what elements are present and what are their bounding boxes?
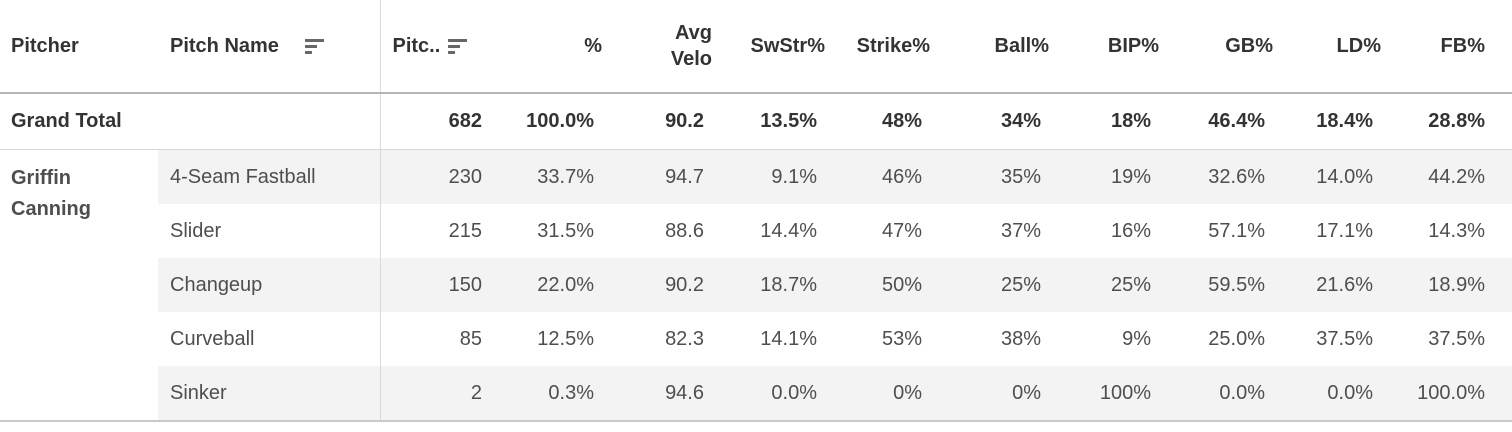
grand-total-strike-pct: 48%: [825, 93, 930, 150]
cell-bip-pct: 25%: [1049, 258, 1159, 312]
column-header-pitch-name-label: Pitch Name: [170, 34, 279, 57]
grand-total-bip-pct: 18%: [1049, 93, 1159, 150]
table-row: Griffin Canning 4-Seam Fastball 230 33.7…: [0, 149, 1512, 422]
cell-pitches: 85: [379, 312, 490, 366]
cell-gb-pct: 0.0%: [1159, 366, 1273, 422]
pitch-name-cell[interactable]: Slider: [158, 204, 380, 258]
grand-total-ld-pct: 18.4%: [1273, 93, 1381, 150]
table-row: Slider 215 31.5% 88.6 14.4% 47% 37% 16% …: [0, 204, 1512, 258]
column-header-ball-pct[interactable]: Ball%: [930, 0, 1049, 94]
cell-fb-pct: 18.9%: [1381, 258, 1512, 312]
cell-strike-pct: 50%: [825, 258, 930, 312]
cell-pct: 0.3%: [490, 366, 602, 422]
column-header-swstr-pct[interactable]: SwStr%: [712, 0, 825, 94]
grand-total-ball-pct: 34%: [930, 93, 1049, 150]
cell-pct: 22.0%: [490, 258, 602, 312]
column-header-pitches[interactable]: Pitc..: [379, 0, 490, 94]
cell-pct: 31.5%: [490, 204, 602, 258]
cell-swstr-pct: 18.7%: [712, 258, 825, 312]
cell-ball-pct: 37%: [930, 204, 1049, 258]
cell-ball-pct: 35%: [930, 149, 1049, 204]
cell-bip-pct: 19%: [1049, 149, 1159, 204]
cell-gb-pct: 32.6%: [1159, 149, 1273, 204]
cell-avg-velo: 94.6: [602, 366, 712, 422]
cell-bip-pct: 16%: [1049, 204, 1159, 258]
column-header-fb-pct[interactable]: FB%: [1381, 0, 1512, 94]
cell-avg-velo: 88.6: [602, 204, 712, 258]
cell-fb-pct: 37.5%: [1381, 312, 1512, 366]
cell-ld-pct: 37.5%: [1273, 312, 1381, 366]
cell-pitches: 230: [379, 149, 490, 204]
cell-ball-pct: 25%: [930, 258, 1049, 312]
pitch-stats-table: Pitcher Pitch Name Pitc.. %: [0, 0, 1512, 422]
cell-swstr-pct: 0.0%: [712, 366, 825, 422]
sort-descending-icon[interactable]: [448, 38, 468, 54]
grand-total-swstr-pct: 13.5%: [712, 93, 825, 150]
table-row: Changeup 150 22.0% 90.2 18.7% 50% 25% 25…: [0, 258, 1512, 312]
table-row: Curveball 85 12.5% 82.3 14.1% 53% 38% 9%…: [0, 312, 1512, 366]
column-header-pitches-label: Pitc..: [392, 34, 441, 57]
cell-fb-pct: 100.0%: [1381, 366, 1512, 422]
cell-strike-pct: 47%: [825, 204, 930, 258]
column-header-strike-pct[interactable]: Strike%: [825, 0, 930, 94]
cell-pct: 33.7%: [490, 149, 602, 204]
cell-ball-pct: 38%: [930, 312, 1049, 366]
pitch-name-cell[interactable]: Sinker: [158, 366, 380, 422]
cell-bip-pct: 100%: [1049, 366, 1159, 422]
grand-total-avg-velo: 90.2: [602, 93, 712, 150]
column-header-pitch-name[interactable]: Pitch Name: [158, 0, 380, 94]
grand-total-gb-pct: 46.4%: [1159, 93, 1273, 150]
cell-strike-pct: 53%: [825, 312, 930, 366]
cell-avg-velo: 90.2: [602, 258, 712, 312]
cell-strike-pct: 0%: [825, 366, 930, 422]
cell-pitches: 150: [379, 258, 490, 312]
pitch-name-cell[interactable]: Changeup: [158, 258, 380, 312]
cell-gb-pct: 57.1%: [1159, 204, 1273, 258]
cell-fb-pct: 14.3%: [1381, 204, 1512, 258]
grand-total-pitches: 682: [379, 93, 490, 150]
cell-fb-pct: 44.2%: [1381, 149, 1512, 204]
cell-pct: 12.5%: [490, 312, 602, 366]
column-header-bip-pct[interactable]: BIP%: [1049, 0, 1159, 94]
pitch-name-cell[interactable]: Curveball: [158, 312, 380, 366]
column-header-pitcher[interactable]: Pitcher: [0, 0, 158, 94]
cell-ld-pct: 0.0%: [1273, 366, 1381, 422]
cell-gb-pct: 59.5%: [1159, 258, 1273, 312]
cell-swstr-pct: 14.1%: [712, 312, 825, 366]
cell-avg-velo: 94.7: [602, 149, 712, 204]
cell-ld-pct: 21.6%: [1273, 258, 1381, 312]
cell-ball-pct: 0%: [930, 366, 1049, 422]
grand-total-pct: 100.0%: [490, 93, 602, 150]
sort-descending-icon[interactable]: [304, 38, 324, 54]
header-row: Pitcher Pitch Name Pitc.. %: [0, 0, 1512, 94]
cell-avg-velo: 82.3: [602, 312, 712, 366]
grand-total-row: Grand Total 682 100.0% 90.2 13.5% 48% 34…: [0, 93, 1512, 150]
pitcher-name-cell[interactable]: Griffin Canning: [0, 149, 158, 422]
cell-gb-pct: 25.0%: [1159, 312, 1273, 366]
column-header-ld-pct[interactable]: LD%: [1273, 0, 1381, 94]
cell-ld-pct: 14.0%: [1273, 149, 1381, 204]
pitch-name-cell[interactable]: 4-Seam Fastball: [158, 149, 380, 204]
cell-strike-pct: 46%: [825, 149, 930, 204]
column-header-avg-velo[interactable]: Avg Velo: [602, 0, 712, 94]
grand-total-label[interactable]: Grand Total: [0, 93, 380, 150]
column-header-pct[interactable]: %: [490, 0, 602, 94]
table-row: Sinker 2 0.3% 94.6 0.0% 0% 0% 100% 0.0% …: [0, 366, 1512, 422]
cell-pitches: 215: [379, 204, 490, 258]
cell-swstr-pct: 14.4%: [712, 204, 825, 258]
column-header-gb-pct[interactable]: GB%: [1159, 0, 1273, 94]
cell-pitches: 2: [379, 366, 490, 422]
cell-bip-pct: 9%: [1049, 312, 1159, 366]
grand-total-fb-pct: 28.8%: [1381, 93, 1512, 150]
cell-ld-pct: 17.1%: [1273, 204, 1381, 258]
cell-swstr-pct: 9.1%: [712, 149, 825, 204]
